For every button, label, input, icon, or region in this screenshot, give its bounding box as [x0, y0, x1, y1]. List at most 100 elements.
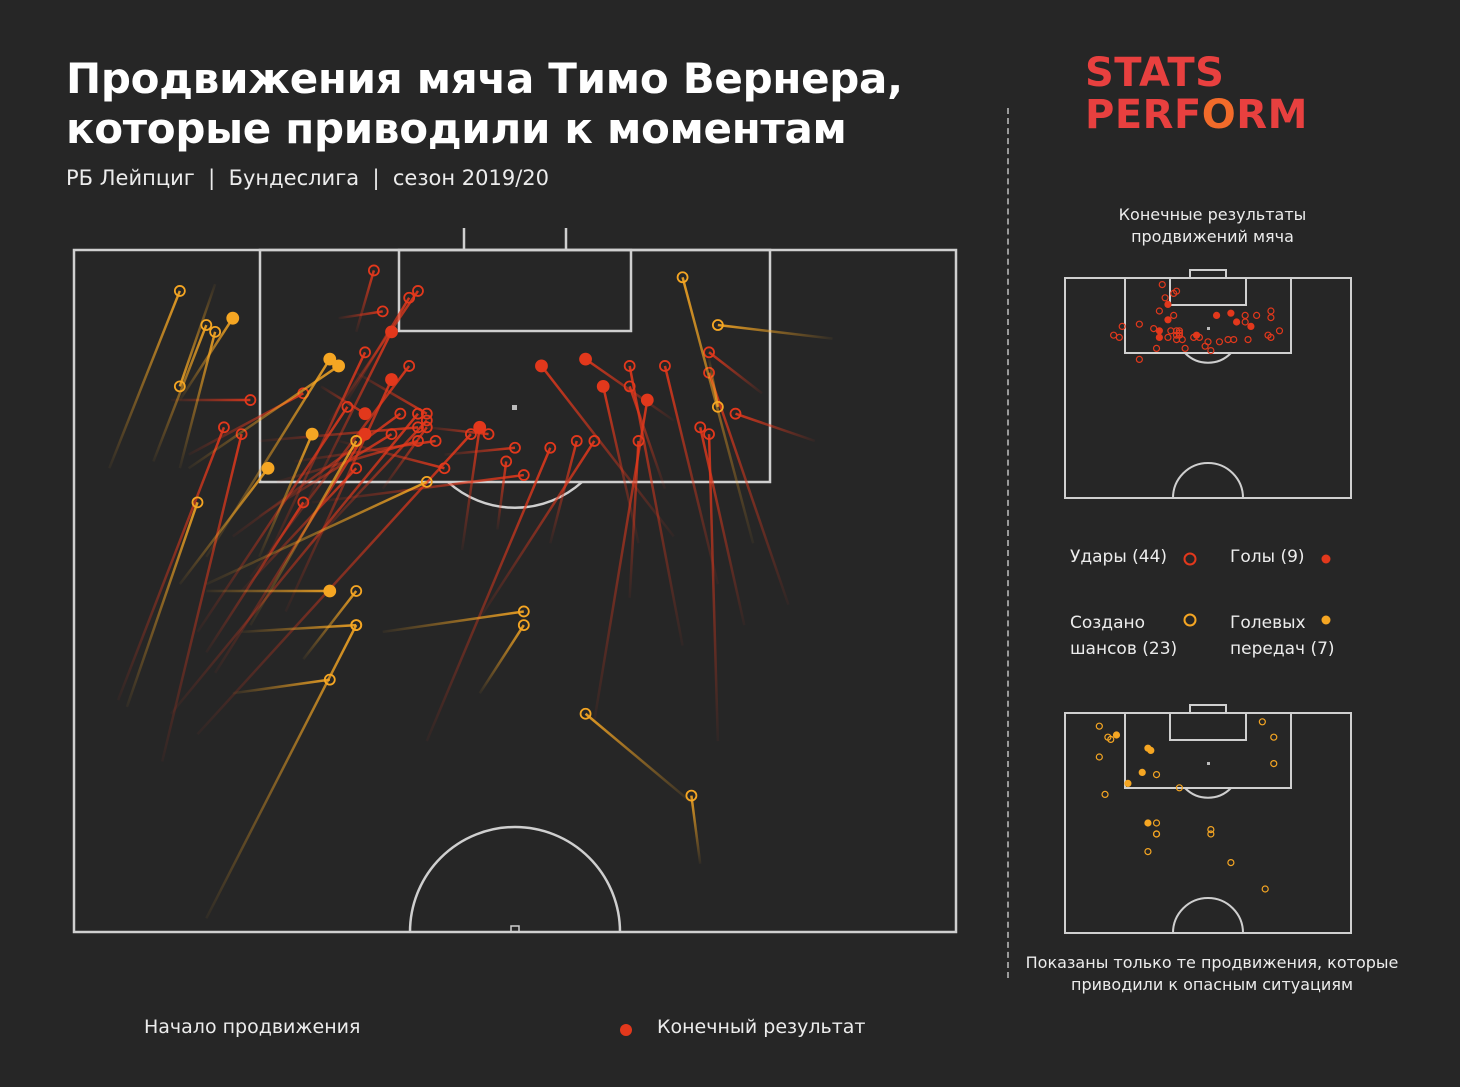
mini-shot-point — [1244, 335, 1252, 344]
carry-line — [232, 678, 330, 695]
carry-line — [707, 434, 720, 742]
carry-end-point — [703, 346, 715, 359]
carry-end-point — [358, 407, 372, 421]
carry-end-point — [226, 311, 240, 325]
mini-shot-point — [1230, 335, 1238, 344]
mini-shot-point — [1267, 307, 1275, 315]
legend-shots: Удары (44) — [1070, 544, 1167, 570]
carry-end-point — [535, 359, 548, 373]
carry-end-point — [517, 605, 530, 618]
carry-end-point — [394, 407, 407, 420]
mini-shot-point — [1178, 335, 1186, 344]
carry-line — [241, 623, 357, 634]
mini-chance-point — [1152, 819, 1161, 827]
mini-shot-point — [1267, 333, 1275, 342]
mini-chance-point — [1152, 830, 1161, 838]
mini-shot-point — [1207, 346, 1215, 355]
mini-goal — [1189, 269, 1227, 279]
mini-shot-point — [1158, 281, 1166, 289]
carry-end-point — [385, 373, 398, 386]
mini-chance-point — [1112, 731, 1121, 739]
carry-line — [284, 379, 393, 612]
logo-line-1: STATS — [1085, 50, 1225, 96]
carry-end-point — [711, 400, 724, 413]
carry-end-point — [482, 428, 495, 441]
carry-line — [258, 433, 393, 518]
carry-end-point — [694, 421, 707, 434]
mini2-pitch-outline — [1064, 712, 1352, 934]
carry-line — [152, 324, 208, 462]
mini-chance-point — [1124, 779, 1132, 788]
carry-end-point — [376, 305, 389, 318]
mini-shot-point — [1212, 311, 1221, 320]
mini2-centre-circle — [1172, 897, 1244, 934]
carry-line — [259, 426, 419, 443]
mini-shot-point — [1118, 322, 1126, 331]
mini-shot-point — [1195, 333, 1204, 342]
vertical-divider — [1007, 108, 1009, 978]
carry-end-point — [420, 407, 433, 420]
mini-chance-point — [1144, 848, 1152, 856]
carry-end-point — [517, 619, 530, 632]
mini-shot-point — [1135, 355, 1143, 364]
carry-end-point — [579, 707, 592, 720]
carry-line — [355, 270, 376, 333]
carry-end-point — [676, 271, 689, 284]
mini-chance-point — [1144, 744, 1152, 752]
carry-end-point — [509, 441, 521, 454]
carry-line — [707, 358, 720, 408]
mini-six-yard-box — [1169, 277, 1247, 306]
mini-chance-point — [1138, 768, 1146, 777]
carry-end-point — [464, 428, 477, 441]
mini-shot-point — [1227, 309, 1235, 317]
centre-circle — [408, 825, 622, 933]
page-title: Продвижения мяча Тимо Вернера, которые п… — [66, 54, 966, 154]
carry-end-point — [570, 435, 583, 447]
carry-line — [249, 440, 358, 626]
carry-line — [735, 412, 816, 443]
mini-pitch-outline — [1064, 277, 1352, 499]
logo-sun-o: O — [1201, 92, 1237, 138]
carry-line — [549, 440, 578, 544]
legend-goals-marker — [1321, 554, 1331, 564]
carry-end-point — [297, 496, 310, 509]
carry-end-point — [191, 496, 204, 509]
mini-shot-point — [1181, 344, 1189, 353]
carry-end-point — [412, 285, 424, 297]
carry-end-point — [200, 319, 213, 331]
carry-end-point — [350, 585, 363, 597]
carry-line — [593, 399, 649, 721]
legend-assists-marker — [1321, 615, 1331, 625]
mini-shot-point — [1155, 333, 1163, 342]
title-line-1: Продвижения мяча Тимо Вернера, — [66, 54, 903, 103]
carry-end-point — [323, 352, 337, 366]
carry-line — [584, 358, 675, 422]
legend-assists-label: Голевых передач (7) — [1230, 613, 1335, 659]
carry-line — [717, 323, 833, 340]
carry-line — [320, 385, 366, 415]
carry-end-point — [420, 475, 433, 488]
mini-shot-point — [1267, 313, 1275, 322]
mini-chance-point — [1101, 790, 1109, 799]
carry-line — [328, 290, 420, 422]
carry-line — [196, 433, 472, 736]
logo-text-a: PERF — [1085, 92, 1202, 138]
mini-chance-point — [1270, 733, 1278, 741]
legend-shots-label: Удары (44) — [1070, 547, 1168, 567]
legend-chances-marker — [1183, 613, 1197, 627]
mini-shot-point — [1164, 316, 1172, 324]
carry-line — [355, 371, 428, 415]
carry-end-point — [305, 427, 319, 441]
carry-end-point — [350, 462, 363, 475]
mini-shot-point — [1233, 318, 1241, 326]
legend-end-dot — [620, 1024, 632, 1036]
mini-chance-point — [1104, 733, 1112, 741]
carry-line — [205, 501, 305, 654]
legend-start-label: Начало продвижения — [144, 1016, 361, 1038]
footnote: Показаны только те продвижения, которые … — [1025, 953, 1399, 994]
carry-end-point — [412, 421, 424, 434]
mini-shot-point — [1247, 322, 1255, 331]
mini-shot-point — [1241, 311, 1249, 320]
carry-end-point — [438, 462, 451, 475]
six-yard-box — [397, 248, 633, 333]
